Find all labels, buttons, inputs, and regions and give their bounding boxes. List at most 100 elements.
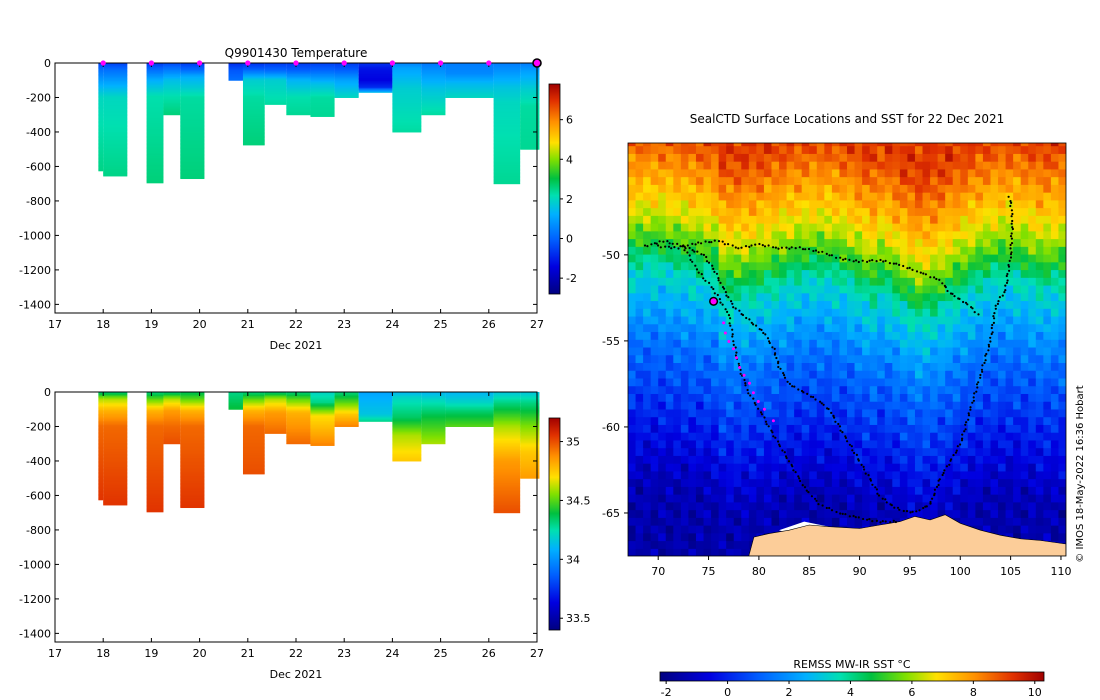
sst-cell: [1020, 424, 1029, 433]
profile-cell: [445, 425, 494, 427]
sst-cell: [930, 339, 939, 348]
profile-cell: [180, 403, 205, 405]
sst-cell: [1028, 517, 1037, 526]
profile-cell: [163, 112, 181, 115]
sst-cell: [952, 501, 961, 511]
sst-cell: [711, 463, 720, 472]
sst-cell: [877, 331, 886, 340]
profile-cell: [493, 125, 521, 127]
profile-cell: [286, 85, 311, 87]
sst-cell: [673, 292, 682, 302]
sst-cell: [914, 184, 924, 193]
sst-cell: [899, 447, 909, 456]
sst-cell: [786, 145, 795, 154]
x-tick-label: 21: [241, 318, 255, 331]
profile-cell: [228, 64, 243, 67]
sst-cell: [884, 416, 893, 425]
sst-cell: [967, 238, 976, 247]
profile-cell: [103, 111, 128, 114]
sst-cell: [650, 385, 659, 394]
sst-cell: [847, 153, 856, 162]
sst-cell: [665, 339, 674, 348]
sst-cell: [650, 416, 659, 425]
profile-cell: [242, 75, 265, 78]
sst-cell: [635, 277, 644, 286]
sst-cell: [975, 161, 984, 170]
sst-cell: [967, 207, 976, 216]
profile-cell: [520, 452, 540, 455]
sst-cell: [794, 161, 803, 170]
profile-cell: [180, 484, 205, 487]
profile-cell: [180, 129, 205, 132]
profile-cell: [242, 69, 265, 72]
sst-cell: [650, 540, 659, 549]
sst-cell: [1020, 494, 1029, 503]
profile-cell: [520, 98, 540, 101]
profile-cell: [358, 76, 393, 79]
sst-cell: [1058, 532, 1066, 542]
sst-cell: [665, 346, 674, 356]
profile-cell: [146, 487, 164, 490]
sst-cell: [680, 393, 690, 402]
profile-cell: [520, 396, 540, 399]
profile-cell: [163, 392, 181, 394]
profile-cell: [358, 400, 393, 403]
sst-cell: [726, 215, 735, 224]
profile-cell: [180, 158, 205, 161]
sst-cell: [703, 246, 712, 255]
profile-cell: [103, 467, 128, 470]
sst-cell: [1035, 416, 1044, 425]
profile-cell: [146, 445, 164, 448]
sst-cell: [960, 377, 969, 387]
sst-cell: [922, 308, 931, 317]
profile-cell: [493, 109, 521, 112]
sst-cell: [650, 292, 659, 302]
sst-cell: [952, 253, 961, 263]
sst-cell: [1043, 192, 1052, 201]
sst-cell: [831, 284, 841, 294]
sst-cell: [1005, 455, 1014, 464]
sst-cell: [982, 323, 992, 333]
sst-cell: [665, 370, 674, 379]
sst-cell: [665, 439, 674, 449]
profile-cell: [103, 133, 128, 136]
sst-cell: [1058, 509, 1066, 518]
sst-cell: [748, 308, 757, 317]
profile-cell: [520, 129, 540, 132]
profile-cell: [421, 97, 446, 100]
profile-cell: [146, 173, 164, 176]
sst-cell: [1020, 238, 1029, 247]
sst-cell: [945, 385, 954, 394]
profile-cell: [520, 91, 540, 94]
profile-cell: [445, 422, 494, 425]
sst-cell: [839, 238, 848, 247]
sst-cell: [733, 540, 742, 549]
profile-cell: [163, 64, 181, 67]
sst-cell: [673, 261, 682, 271]
sst-cell: [1020, 300, 1029, 309]
sst-cell: [847, 486, 856, 495]
sst-cell: [892, 145, 901, 154]
sst-cell: [854, 277, 863, 286]
profile-cell: [146, 76, 164, 79]
sst-cell: [794, 253, 803, 263]
sst-cell: [952, 494, 961, 503]
sst-cell: [703, 199, 712, 209]
sst-cell: [854, 253, 863, 263]
sst-cell: [650, 261, 659, 271]
sst-cell: [741, 354, 750, 364]
sst-cell: [831, 292, 841, 302]
sst-cell: [937, 455, 946, 464]
sst-cell: [899, 199, 909, 209]
profile-cell: [392, 101, 422, 104]
profile-cell: [334, 89, 359, 92]
profile-cell: [520, 100, 540, 103]
profile-cell: [103, 160, 128, 163]
profile-cell: [180, 118, 205, 121]
sst-cell: [801, 176, 810, 185]
profile-salinity-10: [334, 392, 359, 427]
sst-cell: [650, 424, 659, 433]
sst-cell: [930, 253, 939, 263]
sst-cell: [748, 161, 757, 170]
sst-cell: [718, 223, 727, 232]
